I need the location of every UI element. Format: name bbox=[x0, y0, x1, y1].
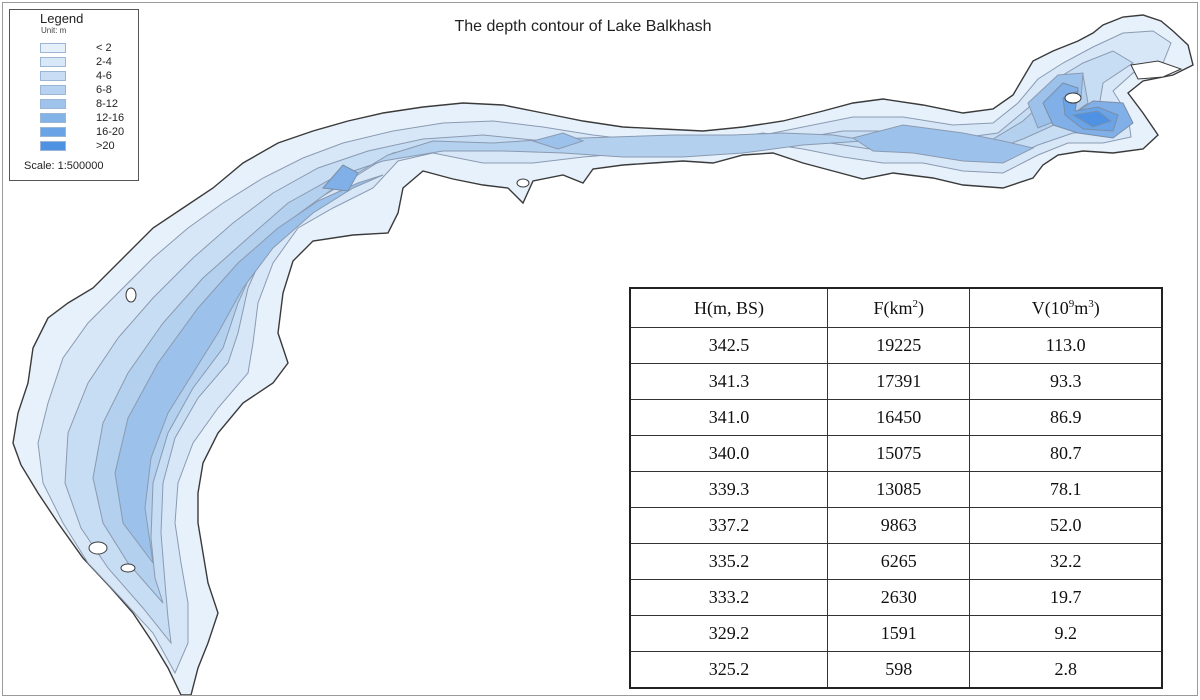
depth-band-8-12 bbox=[114, 72, 1084, 564]
table-cell: 16450 bbox=[827, 399, 971, 436]
table-cell: 339.3 bbox=[629, 471, 829, 508]
table-cell: 15075 bbox=[827, 435, 971, 472]
peninsula bbox=[1130, 60, 1183, 80]
table-row: 341.0 16450 86.9 bbox=[629, 399, 1163, 436]
island bbox=[1064, 92, 1082, 104]
table-cell: 325.2 bbox=[629, 651, 829, 689]
table-cell: 341.0 bbox=[629, 399, 829, 436]
table-cell: 17391 bbox=[827, 363, 971, 400]
header-f: F(km2) bbox=[827, 287, 971, 328]
table-cell: 80.7 bbox=[969, 435, 1163, 472]
legend-item: < 2 bbox=[40, 42, 135, 57]
legend: Legend Unit: m < 2 2-4 4-6 6-8 8-12 12-16 16-2… bbox=[9, 9, 139, 181]
table-cell: 86.9 bbox=[969, 399, 1163, 436]
table-cell: 598 bbox=[827, 651, 971, 689]
lake-balkhash-map bbox=[12, 14, 1194, 695]
depth-area-volume-table: H(m, BS) F(km2) V(109m3) 342.5 19225 113.0… bbox=[629, 287, 1163, 689]
map-title: The depth contour of Lake Balkhash bbox=[454, 18, 712, 35]
legend-item: 6-8 bbox=[40, 84, 135, 99]
table-cell: 19.7 bbox=[969, 579, 1163, 616]
legend-item: 4-6 bbox=[40, 70, 135, 85]
legend-label: 6-8 bbox=[96, 84, 112, 96]
legend-swatch bbox=[40, 99, 66, 109]
legend-title: Legend bbox=[40, 11, 84, 26]
table-row: 339.3 13085 78.1 bbox=[629, 471, 1163, 508]
legend-swatch bbox=[40, 85, 66, 95]
legend-label: 4-6 bbox=[96, 70, 112, 82]
table-cell: 341.3 bbox=[629, 363, 829, 400]
table-cell: 9863 bbox=[827, 507, 971, 544]
table-row: 341.3 17391 93.3 bbox=[629, 363, 1163, 400]
island bbox=[125, 287, 137, 303]
table-cell: 329.2 bbox=[629, 615, 829, 652]
legend-swatch bbox=[40, 57, 66, 67]
table-cell: 19225 bbox=[827, 327, 971, 364]
legend-swatch bbox=[40, 43, 66, 53]
legend-label: 2-4 bbox=[96, 56, 112, 68]
table-cell: 6265 bbox=[827, 543, 971, 580]
legend-item: 8-12 bbox=[40, 98, 135, 113]
table-row: 342.5 19225 113.0 bbox=[629, 327, 1163, 364]
table-row: 340.0 15075 80.7 bbox=[629, 435, 1163, 472]
island bbox=[516, 178, 530, 188]
legend-item: 16-20 bbox=[40, 126, 135, 141]
legend-item: 12-16 bbox=[40, 112, 135, 127]
table-header-row: H(m, BS) F(km2) V(109m3) bbox=[629, 287, 1163, 328]
table-cell: 2630 bbox=[827, 579, 971, 616]
table-row: 337.2 9863 52.0 bbox=[629, 507, 1163, 544]
table-cell: 52.0 bbox=[969, 507, 1163, 544]
legend-label: >20 bbox=[96, 140, 115, 152]
legend-swatch bbox=[40, 141, 66, 151]
table-cell: 13085 bbox=[827, 471, 971, 508]
island bbox=[88, 541, 108, 555]
table-cell: 335.2 bbox=[629, 543, 829, 580]
legend-swatch bbox=[40, 71, 66, 81]
table-cell: 2.8 bbox=[969, 651, 1163, 689]
table-row: 325.2 598 2.8 bbox=[629, 651, 1163, 689]
legend-label: 12-16 bbox=[96, 112, 125, 124]
legend-swatch bbox=[40, 113, 66, 123]
legend-label: 16-20 bbox=[96, 126, 125, 138]
table-cell: 333.2 bbox=[629, 579, 829, 616]
table-row: 329.2 1591 9.2 bbox=[629, 615, 1163, 652]
legend-label: 8-12 bbox=[96, 98, 119, 110]
table-cell: 1591 bbox=[827, 615, 971, 652]
depth-band-12-16 bbox=[322, 82, 1134, 192]
table-row: 335.2 6265 32.2 bbox=[629, 543, 1163, 580]
legend-label: < 2 bbox=[96, 42, 112, 54]
table-cell: 337.2 bbox=[629, 507, 829, 544]
table-cell: 93.3 bbox=[969, 363, 1163, 400]
table-cell: 32.2 bbox=[969, 543, 1163, 580]
legend-item: 2-4 bbox=[40, 56, 135, 71]
island bbox=[120, 563, 136, 573]
legend-item: >20 bbox=[40, 140, 135, 155]
table-body: 342.5 19225 113.0 341.3 17391 93.3 341.0 16450 8… bbox=[629, 327, 1163, 689]
table-cell: 340.0 bbox=[629, 435, 829, 472]
legend-swatch bbox=[40, 127, 66, 137]
legend-scale: Scale: 1:500000 bbox=[24, 160, 104, 172]
table-cell: 342.5 bbox=[629, 327, 829, 364]
legend-unit: Unit: m bbox=[41, 26, 67, 35]
table-row: 333.2 2630 19.7 bbox=[629, 579, 1163, 616]
header-v: V(109m3) bbox=[969, 287, 1163, 328]
depth-band-over-20 bbox=[1071, 110, 1112, 128]
table-cell: 9.2 bbox=[969, 615, 1163, 652]
table-cell: 78.1 bbox=[969, 471, 1163, 508]
header-h: H(m, BS) bbox=[629, 287, 829, 328]
table-cell: 113.0 bbox=[969, 327, 1163, 364]
